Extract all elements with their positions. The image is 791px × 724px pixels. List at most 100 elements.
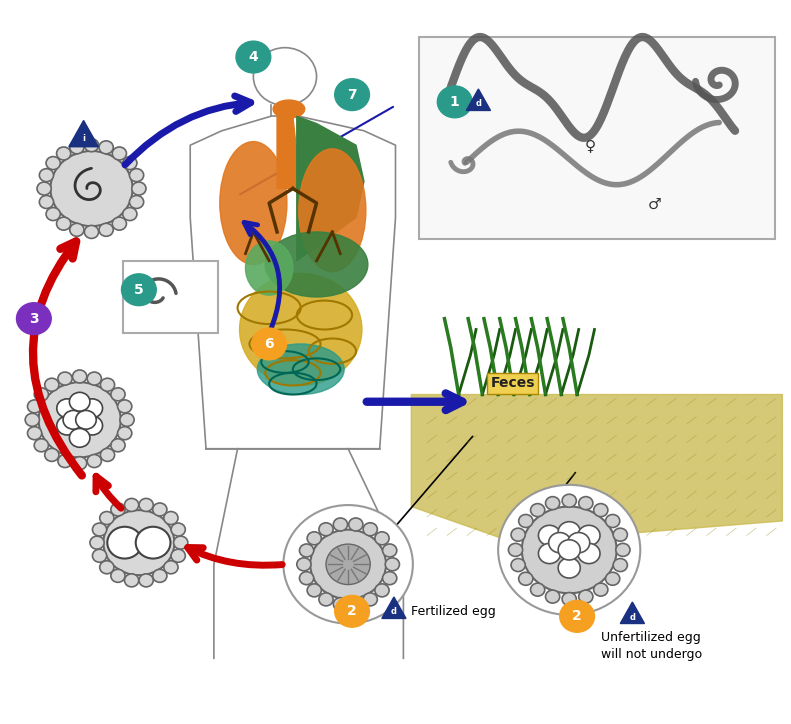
Circle shape: [25, 413, 40, 426]
Circle shape: [511, 529, 525, 542]
Circle shape: [307, 532, 321, 545]
Circle shape: [522, 507, 617, 593]
Circle shape: [558, 540, 581, 560]
Circle shape: [531, 583, 545, 596]
Circle shape: [85, 225, 99, 238]
Circle shape: [558, 557, 581, 578]
Circle shape: [57, 416, 78, 435]
Circle shape: [85, 139, 99, 152]
Circle shape: [562, 592, 577, 605]
Circle shape: [319, 593, 333, 606]
Circle shape: [568, 533, 590, 552]
Circle shape: [531, 504, 545, 517]
Circle shape: [383, 544, 397, 557]
Circle shape: [164, 512, 178, 525]
Circle shape: [606, 572, 620, 585]
Polygon shape: [277, 117, 297, 188]
Circle shape: [236, 41, 271, 73]
Circle shape: [70, 392, 90, 411]
Circle shape: [45, 448, 59, 461]
Text: 7: 7: [347, 88, 357, 101]
Circle shape: [39, 382, 121, 458]
Circle shape: [118, 400, 132, 413]
Text: ♀: ♀: [585, 138, 596, 153]
Circle shape: [56, 147, 70, 160]
Text: Fertilized egg: Fertilized egg: [411, 605, 496, 618]
Circle shape: [124, 498, 138, 511]
Polygon shape: [69, 120, 98, 147]
Circle shape: [560, 600, 595, 632]
Circle shape: [333, 518, 347, 531]
Circle shape: [73, 457, 87, 470]
Circle shape: [349, 518, 363, 531]
Circle shape: [375, 532, 389, 545]
Circle shape: [546, 497, 560, 510]
Circle shape: [46, 156, 60, 169]
Circle shape: [70, 429, 90, 447]
Circle shape: [310, 530, 386, 599]
Circle shape: [153, 503, 167, 516]
Circle shape: [63, 411, 84, 429]
Circle shape: [130, 195, 144, 209]
Circle shape: [335, 79, 369, 111]
Circle shape: [385, 557, 399, 571]
Circle shape: [283, 505, 413, 623]
Circle shape: [579, 497, 593, 510]
Circle shape: [546, 590, 560, 603]
Circle shape: [132, 182, 146, 195]
Circle shape: [28, 400, 42, 413]
Circle shape: [93, 550, 107, 563]
Circle shape: [252, 328, 286, 360]
Circle shape: [124, 574, 138, 587]
Circle shape: [34, 439, 48, 452]
Text: Feces: Feces: [490, 376, 535, 390]
Circle shape: [100, 448, 115, 461]
Circle shape: [509, 544, 523, 556]
Circle shape: [82, 399, 103, 418]
Circle shape: [37, 182, 51, 195]
Circle shape: [173, 536, 187, 550]
Text: 3: 3: [29, 311, 39, 326]
Circle shape: [307, 584, 321, 597]
Text: i: i: [82, 134, 85, 143]
Circle shape: [153, 569, 167, 582]
Circle shape: [616, 544, 630, 556]
Circle shape: [40, 169, 54, 182]
FancyArrowPatch shape: [125, 96, 251, 165]
Circle shape: [335, 595, 369, 627]
Circle shape: [363, 593, 377, 606]
Text: 4: 4: [248, 50, 258, 64]
Circle shape: [87, 372, 101, 385]
Circle shape: [46, 208, 60, 221]
Bar: [123, 261, 218, 333]
Circle shape: [606, 515, 620, 528]
Circle shape: [111, 569, 125, 582]
Circle shape: [171, 523, 185, 536]
Circle shape: [99, 141, 113, 153]
Circle shape: [349, 598, 363, 610]
Circle shape: [594, 504, 607, 517]
Circle shape: [120, 413, 134, 426]
Circle shape: [562, 494, 577, 508]
Text: 2: 2: [572, 610, 582, 623]
Circle shape: [437, 86, 472, 118]
Circle shape: [108, 527, 142, 558]
Circle shape: [130, 169, 144, 182]
Circle shape: [112, 147, 127, 160]
FancyArrowPatch shape: [96, 476, 121, 508]
Circle shape: [90, 536, 104, 550]
Circle shape: [578, 526, 600, 546]
Circle shape: [57, 399, 78, 418]
Ellipse shape: [220, 142, 287, 264]
Polygon shape: [467, 89, 490, 111]
Circle shape: [100, 512, 114, 525]
Ellipse shape: [245, 241, 293, 295]
Circle shape: [375, 584, 389, 597]
Ellipse shape: [273, 100, 305, 118]
Circle shape: [333, 598, 347, 610]
Circle shape: [613, 529, 627, 542]
Circle shape: [613, 558, 627, 571]
Circle shape: [28, 426, 42, 439]
Circle shape: [111, 503, 125, 516]
Circle shape: [112, 217, 127, 230]
